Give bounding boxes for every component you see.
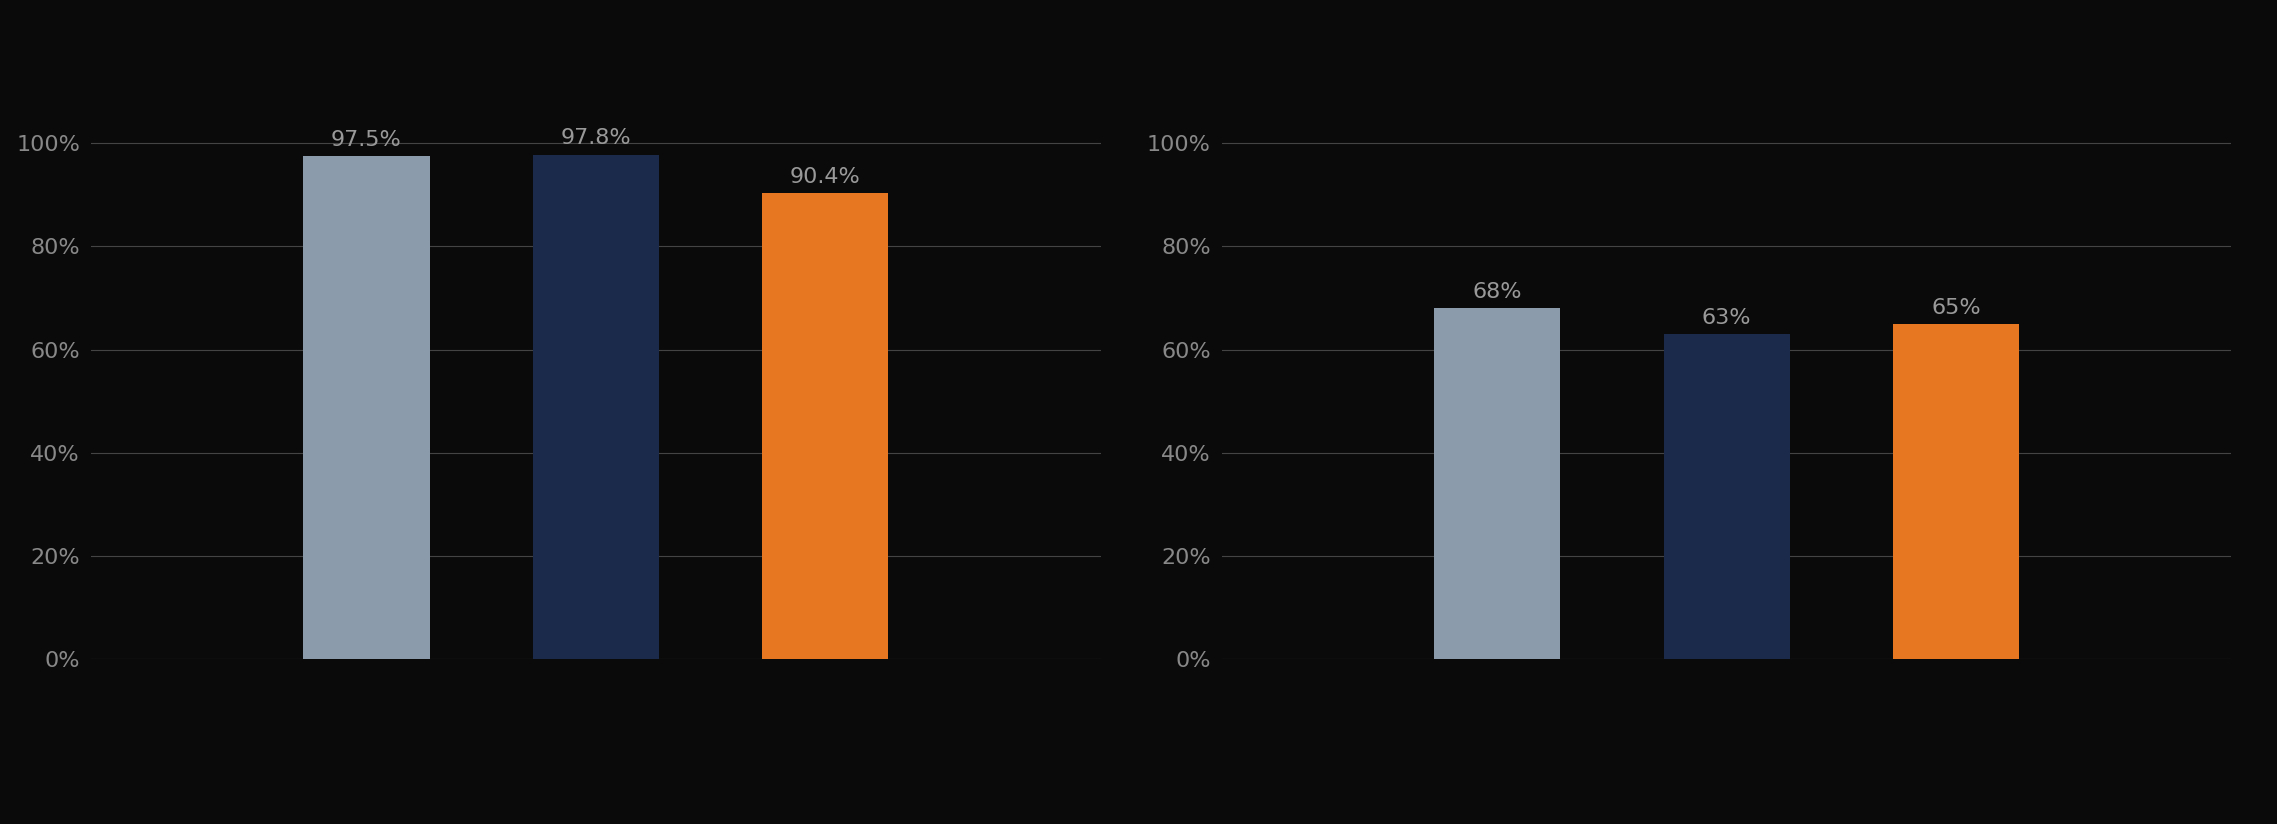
Bar [303,157,430,659]
Text: 97.8%: 97.8% [560,129,631,148]
Bar [763,193,888,659]
Text: 63%: 63% [1701,308,1751,328]
Text: 97.5%: 97.5% [330,130,401,150]
Text: 65%: 65% [1931,297,1981,318]
Text: 68%: 68% [1473,282,1521,302]
Text: 90.4%: 90.4% [790,166,861,187]
Bar [1892,324,2020,659]
Bar [533,155,658,659]
Bar [1664,335,1790,659]
Bar [1435,308,1560,659]
